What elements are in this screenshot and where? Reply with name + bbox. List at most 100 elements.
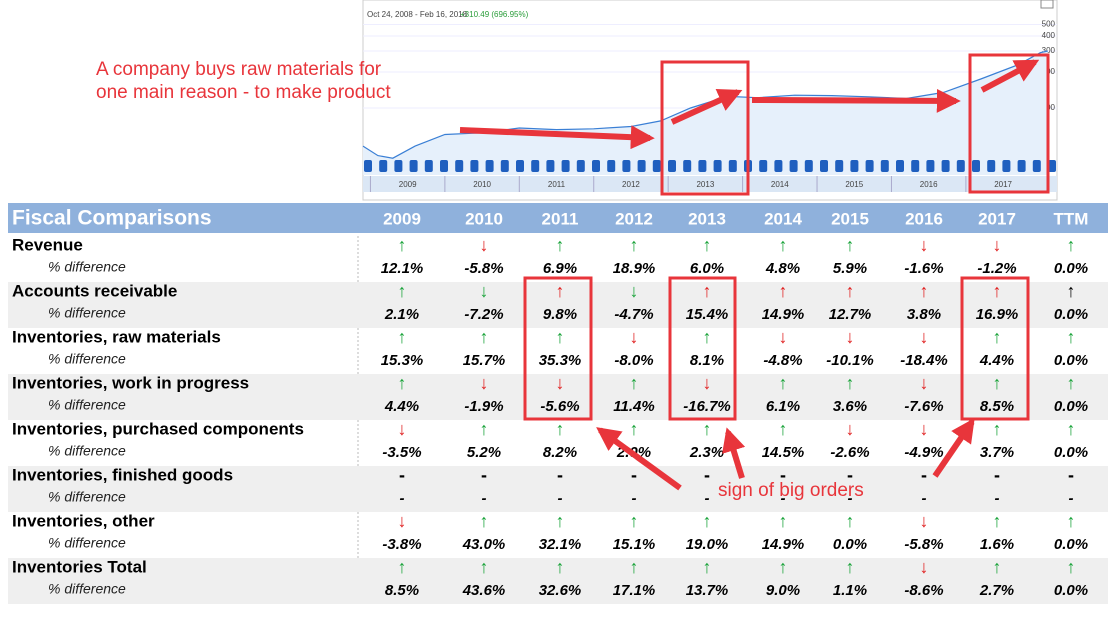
dividend-icon (774, 160, 783, 172)
dividend-icon (759, 160, 768, 172)
cell-value: - (558, 490, 563, 507)
cell-value: -1.2% (977, 260, 1016, 277)
y-tick-label: 500 (1042, 20, 1056, 29)
dividend-icon (804, 160, 813, 172)
cell-value: 8.2% (543, 444, 577, 461)
trend-arrow: ↓ (920, 373, 929, 393)
dividend-icon (470, 160, 479, 172)
cell-value: 6.0% (690, 260, 724, 277)
trend-arrow: ↑ (556, 557, 565, 577)
trend-arrow: ↓ (556, 373, 565, 393)
dividend-icon (622, 160, 631, 172)
dividend-icon (1017, 160, 1026, 172)
cell-value: 9.0% (766, 582, 800, 599)
cell-value: -7.2% (464, 306, 503, 323)
trend-arrow: - (994, 465, 1000, 485)
trend-arrow: ↑ (398, 281, 407, 301)
column-header: 2012 (615, 209, 653, 228)
cell-value: -10.1% (826, 352, 874, 369)
trend-arrow: ↓ (398, 419, 407, 439)
annotations (459, 53, 1050, 491)
trend-arrow: ↓ (480, 281, 489, 301)
x-tick-label: 2013 (696, 180, 714, 189)
trend-arrow: ↑ (779, 373, 788, 393)
annotation-text: A company buys raw materials for (96, 59, 382, 80)
trend-arrow: ↑ (480, 327, 489, 347)
row-sub: % difference (48, 351, 126, 367)
x-tick-label: 2014 (771, 180, 789, 189)
annotation-text: sign of big orders (718, 480, 864, 501)
cell-value: 32.1% (539, 536, 582, 553)
row-band (8, 466, 1108, 512)
row-name: Inventories Total (12, 557, 147, 576)
dividend-icon (941, 160, 950, 172)
table-header-bar (8, 203, 1108, 233)
y-tick-label: 400 (1042, 31, 1056, 40)
trend-arrow: ↑ (779, 281, 788, 301)
cell-value: 0.0% (1054, 444, 1088, 461)
dividend-icon (364, 160, 372, 172)
trend-arrow: ↑ (556, 281, 565, 301)
trend-arrow: ↑ (1067, 327, 1076, 347)
x-tick-label: 2016 (920, 180, 938, 189)
cell-value: 1.6% (980, 536, 1014, 553)
dividend-icon (683, 160, 692, 172)
price-area (363, 51, 1048, 175)
trend-arrow: ↑ (779, 419, 788, 439)
cell-value: -2.6% (830, 444, 869, 461)
cell-value: -5.6% (540, 398, 579, 415)
trend-arrow: - (847, 465, 853, 485)
dividend-icon (1002, 160, 1011, 172)
dividend-icon (911, 160, 920, 172)
trend-arrow: ↓ (630, 281, 639, 301)
row-name: Inventories, finished goods (12, 465, 233, 484)
trend-arrow: ↓ (920, 235, 929, 255)
trend-arrow: ↓ (920, 511, 929, 531)
row-sub: % difference (48, 305, 126, 321)
trend-arrow: ↓ (920, 419, 929, 439)
cell-value: 14.5% (762, 444, 805, 461)
cell-value: 43.0% (462, 536, 506, 553)
cell-value: - (400, 490, 405, 507)
trend-arrow: ↑ (480, 557, 489, 577)
dividend-icon (531, 160, 540, 172)
trend-arrow: ↑ (703, 235, 712, 255)
row-name: Inventories, work in progress (12, 373, 249, 392)
trend-arrow: ↑ (779, 235, 788, 255)
cell-value: 3.6% (833, 398, 867, 415)
expand-icon[interactable] (1040, 0, 1054, 9)
trend-arrow: ↓ (920, 327, 929, 347)
trend-arrow: ↑ (480, 511, 489, 531)
cell-value: 5.9% (833, 260, 867, 277)
column-header: 2011 (542, 209, 579, 228)
trend-arrow: ↑ (398, 373, 407, 393)
trend-arrow: ↑ (703, 511, 712, 531)
stock-chart: 2009 2010 2011 2012 2013 2014 2015 2016 20171002… (362, 20, 1057, 192)
dividend-icon (592, 160, 600, 172)
table-title: Fiscal Comparisons (12, 207, 212, 230)
dividend-icon (500, 160, 509, 172)
cell-value: 35.3% (539, 352, 582, 369)
cell-value: -16.7% (683, 398, 731, 415)
cell-value: -8.6% (904, 582, 943, 599)
dividend-icon (394, 160, 403, 172)
trend-arrow: ↑ (993, 557, 1002, 577)
row-band (8, 374, 1108, 420)
trend-arrow: ↑ (846, 511, 855, 531)
trend-arrow: ↑ (1067, 281, 1076, 301)
cell-value: 12.7% (829, 306, 872, 323)
dividend-icon (455, 160, 464, 172)
trend-arrow: ↓ (703, 373, 712, 393)
trend-arrow: ↑ (1067, 511, 1076, 531)
trend-arrow: - (921, 465, 927, 485)
column-header: 2010 (465, 209, 503, 228)
row-name: Inventories, other (12, 511, 155, 530)
cell-value: 2.1% (384, 306, 419, 323)
trend-arrow: ↑ (993, 373, 1002, 393)
trend-arrow: ↑ (993, 327, 1002, 347)
cell-value: 2.7% (979, 582, 1014, 599)
date-range: Oct 24, 2008 - Feb 16, 2018 (367, 10, 468, 19)
dividend-icon (835, 160, 844, 172)
dividend-icon (956, 160, 965, 172)
cell-value: -5.8% (464, 260, 503, 277)
